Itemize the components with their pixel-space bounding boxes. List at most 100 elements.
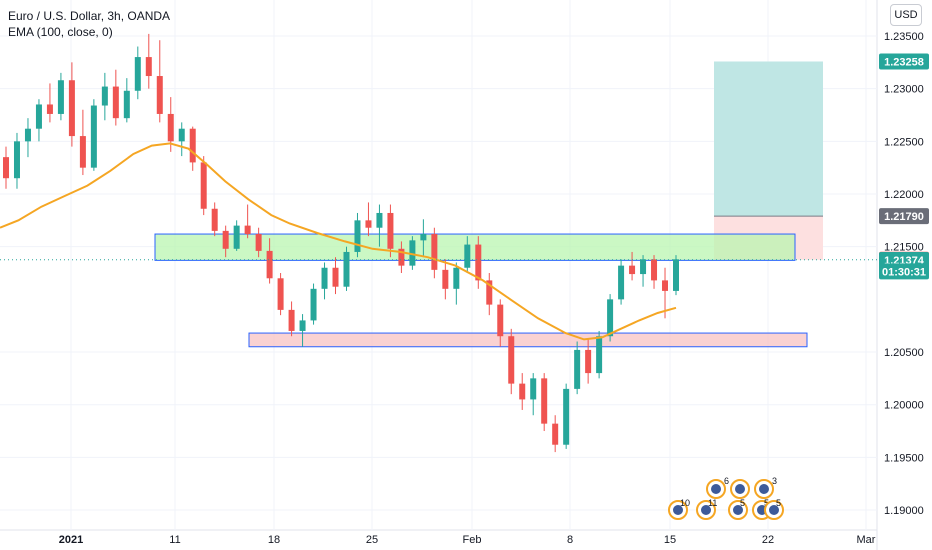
candle-body (541, 378, 548, 424)
support-zone (248, 332, 808, 348)
candle-body (233, 225, 240, 249)
candle-body (13, 141, 20, 179)
event-count: 5 (740, 498, 745, 508)
price-tag: 01:30:31 (879, 263, 929, 280)
y-tick-label: 1.22000 (884, 189, 924, 201)
candle-body (431, 234, 438, 270)
candle-body (651, 259, 658, 281)
x-tick-label: 25 (366, 534, 378, 546)
x-tick-label: 18 (268, 534, 280, 546)
candle-body (200, 162, 207, 209)
event-flag-icon (735, 484, 745, 494)
candle-body (574, 349, 581, 389)
candle-body (101, 86, 108, 106)
resistance-zone (154, 233, 796, 261)
price-tag-bg (879, 208, 929, 225)
candle-body (354, 220, 361, 252)
candle-body (387, 212, 394, 249)
candle-body (299, 320, 306, 331)
candle-body (277, 278, 284, 310)
event-count: 11 (708, 498, 717, 508)
candle-body (552, 423, 559, 445)
event-count: 3 (772, 476, 777, 486)
x-tick-label: Mar (857, 534, 876, 546)
ema-line (0, 142, 677, 341)
candle-body (211, 208, 218, 231)
price-tag-text: 1.23258 (884, 56, 924, 68)
long-position-tool[interactable] (714, 61, 823, 260)
candle-body (112, 86, 119, 119)
candle-body (3, 157, 9, 179)
event-flag-icon (733, 505, 743, 515)
price-tag: 1.23258 (879, 53, 929, 70)
candle-body (343, 251, 350, 287)
candle-body (266, 250, 273, 279)
candle-body (288, 309, 295, 331)
candle-series (3, 33, 679, 453)
candle-body (640, 259, 647, 275)
candle-body (222, 230, 229, 249)
chart-legend: Euro / U.S. Dollar, 3h, OANDA EMA (100, … (8, 8, 170, 40)
event-count: 10 (680, 498, 690, 508)
price-tag-text: 1.21790 (884, 211, 924, 223)
candle-body (332, 267, 339, 287)
candle-body (244, 225, 251, 235)
economic-events[interactable]: 6 310 11 5 5 5 (668, 476, 784, 520)
candle-body (57, 80, 64, 114)
candle-body (123, 90, 130, 119)
candle-body (145, 57, 152, 77)
y-tick-label: 1.22500 (884, 136, 924, 148)
price-tag-text: 01:30:31 (882, 266, 926, 278)
candle-body (398, 248, 405, 266)
candle-body (519, 383, 526, 400)
symbol-title[interactable]: Euro / U.S. Dollar, 3h, OANDA (8, 9, 171, 23)
y-tick-label: 1.19000 (884, 505, 924, 517)
event-flag-icon (759, 484, 769, 494)
candle-body (167, 113, 174, 142)
candle-body (365, 220, 372, 228)
x-tick-label: 15 (664, 534, 676, 546)
candle-body (563, 388, 570, 445)
price-tag-bg (879, 263, 929, 280)
event-flag-icon (673, 505, 683, 515)
x-tick-label: 11 (169, 534, 180, 546)
y-tick-label: 1.21500 (884, 242, 924, 254)
event-flag-icon (769, 505, 779, 515)
price-axis[interactable]: 1.23500 1.23000 1.22500 1.22000 1.21500 1.205… (879, 31, 929, 517)
currency-button[interactable]: USD (890, 4, 922, 26)
candle-body (673, 259, 679, 291)
time-axis[interactable]: 2021 11 18 25 Feb 8 15 22 Mar (59, 534, 876, 546)
price-tag: 1.21790 (879, 208, 929, 225)
candle-body (35, 104, 42, 129)
candle-body (618, 265, 625, 300)
candle-body (596, 336, 603, 374)
candle-body (46, 104, 53, 114)
candle-body (321, 267, 328, 289)
candle-body (629, 265, 636, 275)
event-count: 5 (764, 498, 769, 508)
ema-indicator-label[interactable]: EMA (100, close, 0) (8, 25, 113, 39)
event-count: 6 (724, 476, 729, 486)
candle-body (310, 288, 317, 321)
candle-body (189, 128, 196, 163)
price-tag-bg (879, 53, 929, 70)
profit-zone (714, 61, 823, 217)
candle-body (607, 299, 614, 337)
x-tick-label: 8 (567, 534, 573, 546)
event-flag-icon (701, 505, 711, 515)
x-tick-label: Feb (463, 534, 482, 546)
candle-body (79, 136, 86, 168)
candle-body (486, 280, 493, 305)
candle-body (662, 280, 669, 291)
candle-body (453, 267, 460, 289)
candle-body (376, 212, 383, 228)
candle-body (68, 80, 75, 137)
candle-body (464, 244, 471, 268)
event-flag-icon (711, 484, 721, 494)
candle-body (442, 269, 449, 289)
y-tick-label: 1.19500 (884, 452, 924, 464)
price-zones[interactable] (154, 233, 808, 348)
x-tick-label: 2021 (59, 534, 83, 546)
candle-body (255, 234, 262, 251)
